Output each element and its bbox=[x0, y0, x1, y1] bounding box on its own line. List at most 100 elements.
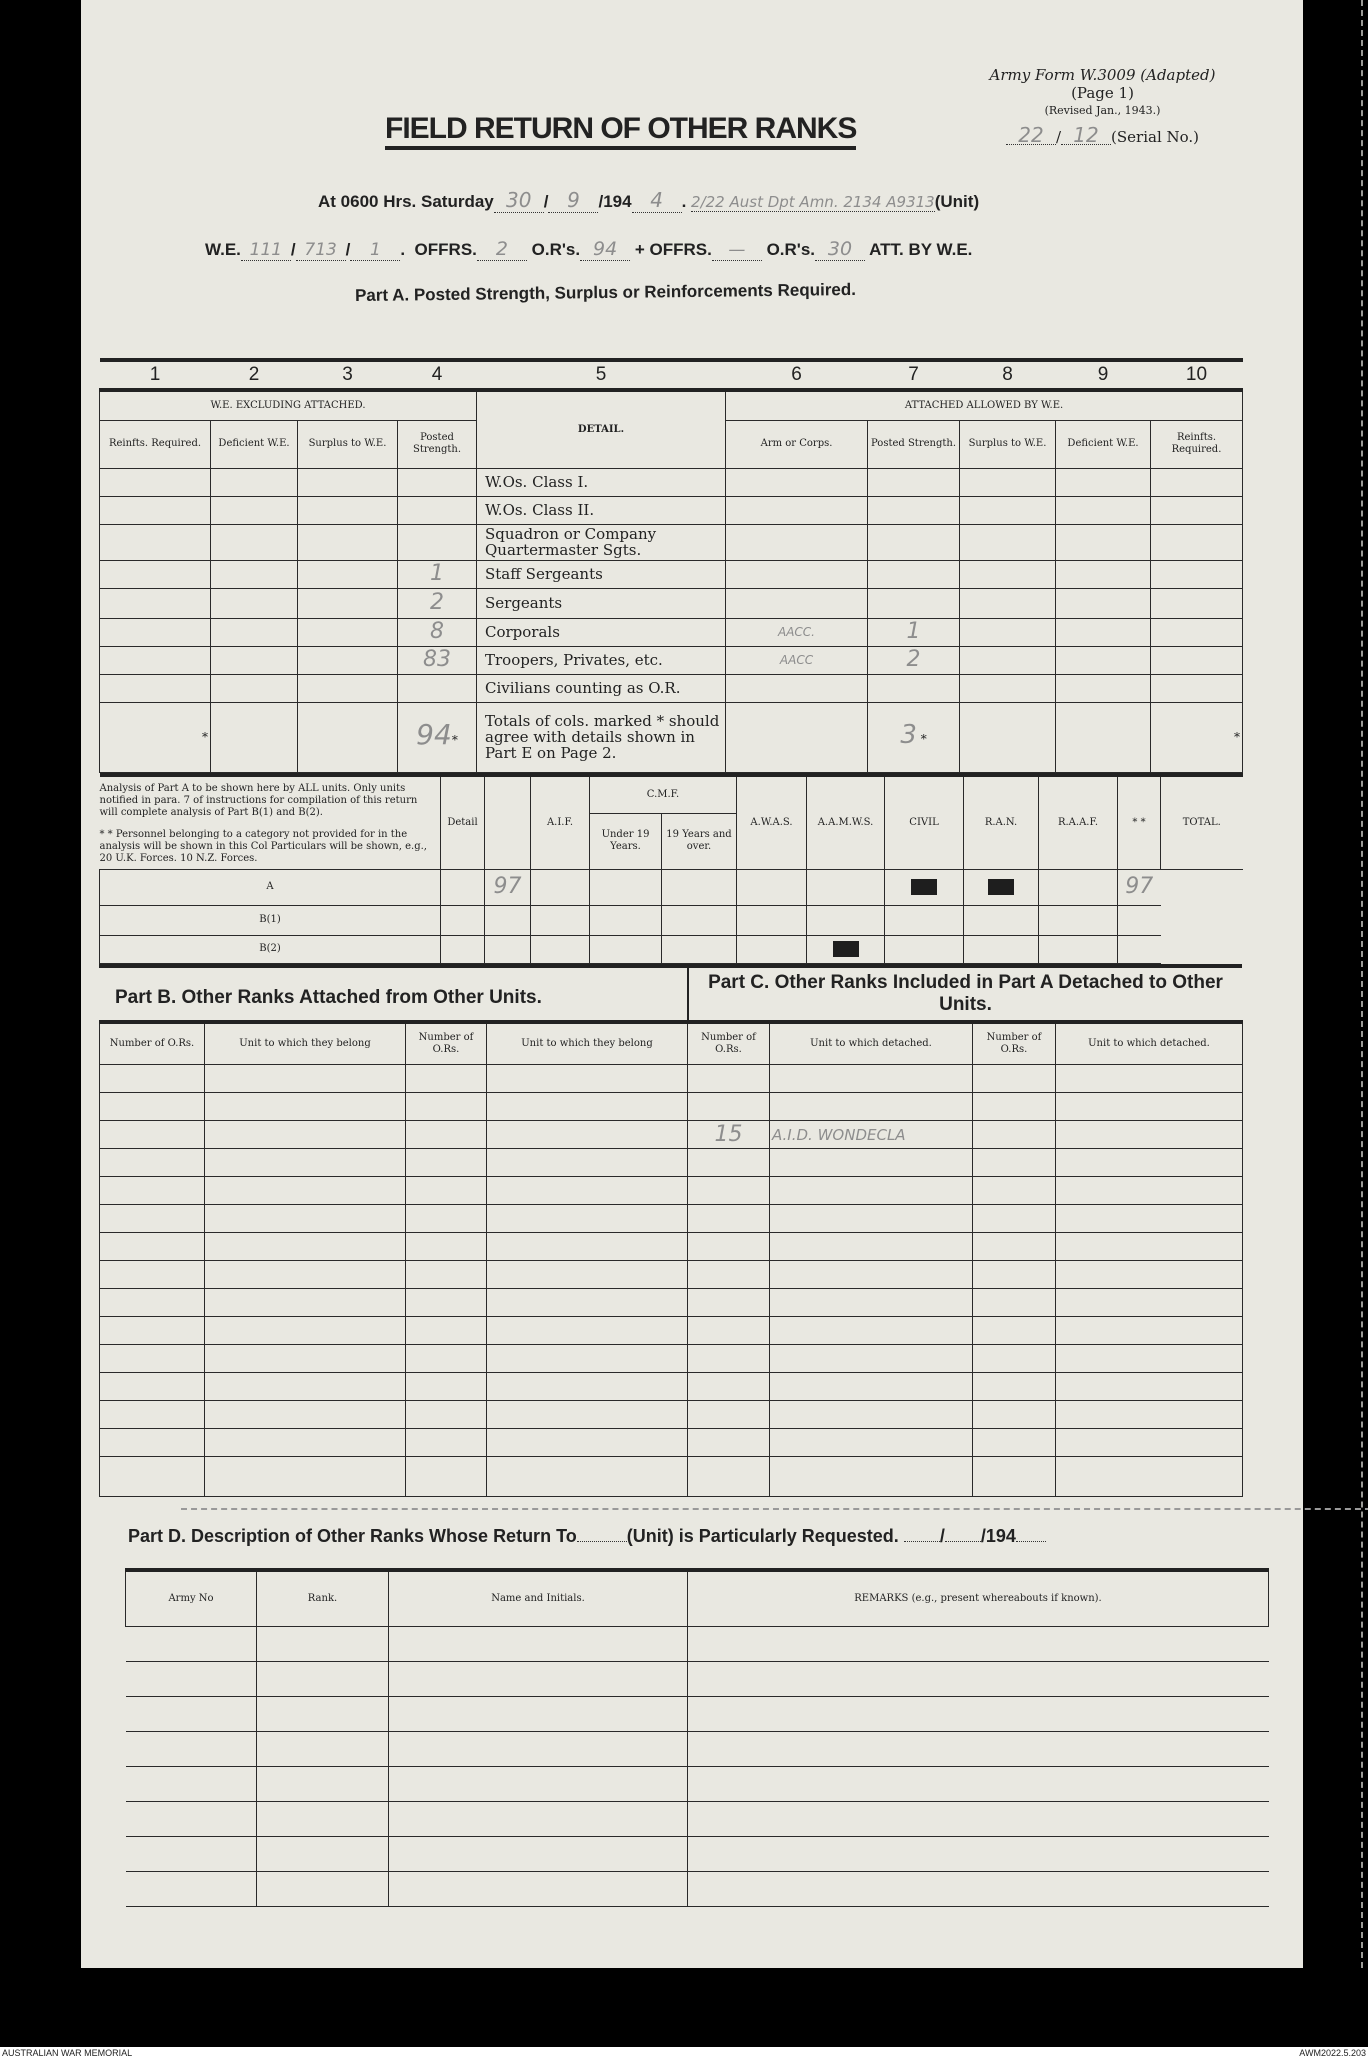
entry-cell[interactable] bbox=[687, 1400, 770, 1429]
entry-cell[interactable] bbox=[99, 1344, 205, 1373]
entry-cell[interactable] bbox=[204, 1288, 406, 1317]
entry-cell[interactable] bbox=[736, 868, 808, 906]
entry-cell[interactable] bbox=[806, 868, 886, 906]
entry-cell[interactable] bbox=[388, 1835, 688, 1872]
entry-cell[interactable] bbox=[204, 1064, 406, 1093]
entry-cell[interactable] bbox=[769, 1260, 973, 1289]
entry-cell[interactable] bbox=[388, 1730, 688, 1767]
entry-cell[interactable] bbox=[1055, 559, 1151, 589]
entry-cell[interactable] bbox=[687, 1765, 1269, 1802]
entry-cell[interactable] bbox=[1055, 1372, 1243, 1401]
entry-cell[interactable] bbox=[959, 467, 1056, 497]
entry-cell[interactable] bbox=[1150, 495, 1243, 525]
entry-cell[interactable] bbox=[972, 1456, 1056, 1497]
entry-cell[interactable] bbox=[210, 467, 298, 497]
entry-cell[interactable] bbox=[297, 645, 398, 675]
entry-cell[interactable] bbox=[388, 1765, 688, 1802]
entry-cell[interactable] bbox=[405, 1400, 487, 1429]
entry-cell[interactable] bbox=[1150, 673, 1243, 703]
entry-cell[interactable] bbox=[405, 1372, 487, 1401]
entry-cell[interactable] bbox=[687, 1232, 770, 1261]
entry-cell[interactable] bbox=[972, 1400, 1056, 1429]
entry-cell[interactable] bbox=[1055, 1232, 1243, 1261]
entry-cell[interactable] bbox=[530, 904, 590, 936]
entry-cell[interactable] bbox=[769, 1428, 973, 1457]
entry-cell[interactable] bbox=[99, 1372, 205, 1401]
entry-cell[interactable] bbox=[959, 495, 1056, 525]
entry-cell[interactable] bbox=[736, 904, 808, 936]
entry-cell[interactable] bbox=[972, 1204, 1056, 1233]
entry-cell[interactable] bbox=[99, 1456, 205, 1497]
entry-cell[interactable] bbox=[806, 904, 886, 936]
entry-cell[interactable] bbox=[297, 467, 398, 497]
entry-cell[interactable] bbox=[1055, 495, 1151, 525]
entry-cell[interactable] bbox=[1055, 1260, 1243, 1289]
entry-cell[interactable] bbox=[687, 1344, 770, 1373]
entry-cell[interactable] bbox=[125, 1800, 257, 1837]
entry-cell[interactable] bbox=[125, 1730, 257, 1767]
entry-cell[interactable] bbox=[806, 934, 886, 964]
entry-cell[interactable] bbox=[687, 1428, 770, 1457]
entry-cell[interactable] bbox=[959, 673, 1056, 703]
entry-cell[interactable] bbox=[1055, 701, 1151, 773]
entry-cell[interactable] bbox=[99, 523, 211, 561]
entry-cell[interactable] bbox=[660, 868, 738, 906]
entry-cell[interactable] bbox=[99, 1148, 205, 1177]
entry-cell[interactable] bbox=[687, 1148, 770, 1177]
entry-cell[interactable] bbox=[959, 559, 1056, 589]
entry-cell[interactable] bbox=[769, 1456, 973, 1497]
entry-cell[interactable] bbox=[486, 1456, 688, 1497]
entry-cell[interactable] bbox=[405, 1148, 487, 1177]
entry-cell[interactable] bbox=[959, 701, 1056, 773]
entry-cell[interactable] bbox=[1055, 1064, 1243, 1093]
entry-cell[interactable] bbox=[256, 1695, 389, 1732]
entry-cell[interactable] bbox=[687, 1176, 770, 1205]
entry-cell[interactable] bbox=[1055, 1288, 1243, 1317]
entry-cell[interactable] bbox=[99, 1120, 205, 1149]
entry-cell[interactable] bbox=[99, 645, 211, 675]
entry-cell[interactable] bbox=[1055, 1092, 1243, 1121]
entry-cell[interactable] bbox=[769, 1232, 973, 1261]
entry-cell[interactable] bbox=[204, 1456, 406, 1497]
entry-cell[interactable] bbox=[687, 1870, 1269, 1907]
entry-cell[interactable] bbox=[1150, 559, 1243, 589]
entry-cell[interactable] bbox=[972, 1260, 1056, 1289]
entry-cell[interactable] bbox=[959, 523, 1056, 561]
entry-cell[interactable] bbox=[405, 1092, 487, 1121]
entry-cell[interactable] bbox=[1150, 645, 1243, 675]
entry-cell[interactable] bbox=[405, 1316, 487, 1345]
entry-cell[interactable] bbox=[1055, 1204, 1243, 1233]
entry-cell[interactable] bbox=[687, 1372, 770, 1401]
entry-cell[interactable] bbox=[963, 904, 1040, 936]
entry-cell[interactable] bbox=[972, 1120, 1056, 1149]
entry-cell[interactable] bbox=[530, 934, 590, 964]
entry-cell[interactable] bbox=[486, 1372, 688, 1401]
entry-cell[interactable] bbox=[388, 1870, 688, 1907]
entry-cell[interactable] bbox=[486, 1176, 688, 1205]
entry-cell[interactable] bbox=[125, 1625, 257, 1662]
entry-cell[interactable] bbox=[884, 934, 965, 964]
entry-cell[interactable] bbox=[440, 868, 485, 906]
entry-cell[interactable] bbox=[769, 1064, 973, 1093]
entry-cell[interactable] bbox=[405, 1064, 487, 1093]
entry-cell[interactable] bbox=[660, 934, 738, 964]
entry-cell[interactable] bbox=[297, 495, 398, 525]
entry-cell[interactable] bbox=[204, 1372, 406, 1401]
entry-cell[interactable] bbox=[99, 1316, 205, 1345]
entry-cell[interactable] bbox=[1055, 587, 1151, 619]
entry-cell[interactable] bbox=[1150, 523, 1243, 561]
entry-cell[interactable] bbox=[388, 1625, 688, 1662]
entry-cell[interactable] bbox=[963, 868, 1040, 906]
entry-cell[interactable] bbox=[1150, 587, 1243, 619]
entry-cell[interactable] bbox=[486, 1344, 688, 1373]
entry-cell[interactable] bbox=[687, 1835, 1269, 1872]
entry-cell[interactable] bbox=[769, 1092, 973, 1121]
entry-cell[interactable] bbox=[405, 1456, 487, 1497]
entry-cell[interactable] bbox=[204, 1260, 406, 1289]
entry-cell[interactable] bbox=[99, 1204, 205, 1233]
entry-cell[interactable] bbox=[99, 1428, 205, 1457]
entry-cell[interactable] bbox=[204, 1400, 406, 1429]
entry-cell[interactable] bbox=[959, 645, 1056, 675]
entry-cell[interactable] bbox=[204, 1428, 406, 1457]
entry-cell[interactable] bbox=[125, 1660, 257, 1697]
